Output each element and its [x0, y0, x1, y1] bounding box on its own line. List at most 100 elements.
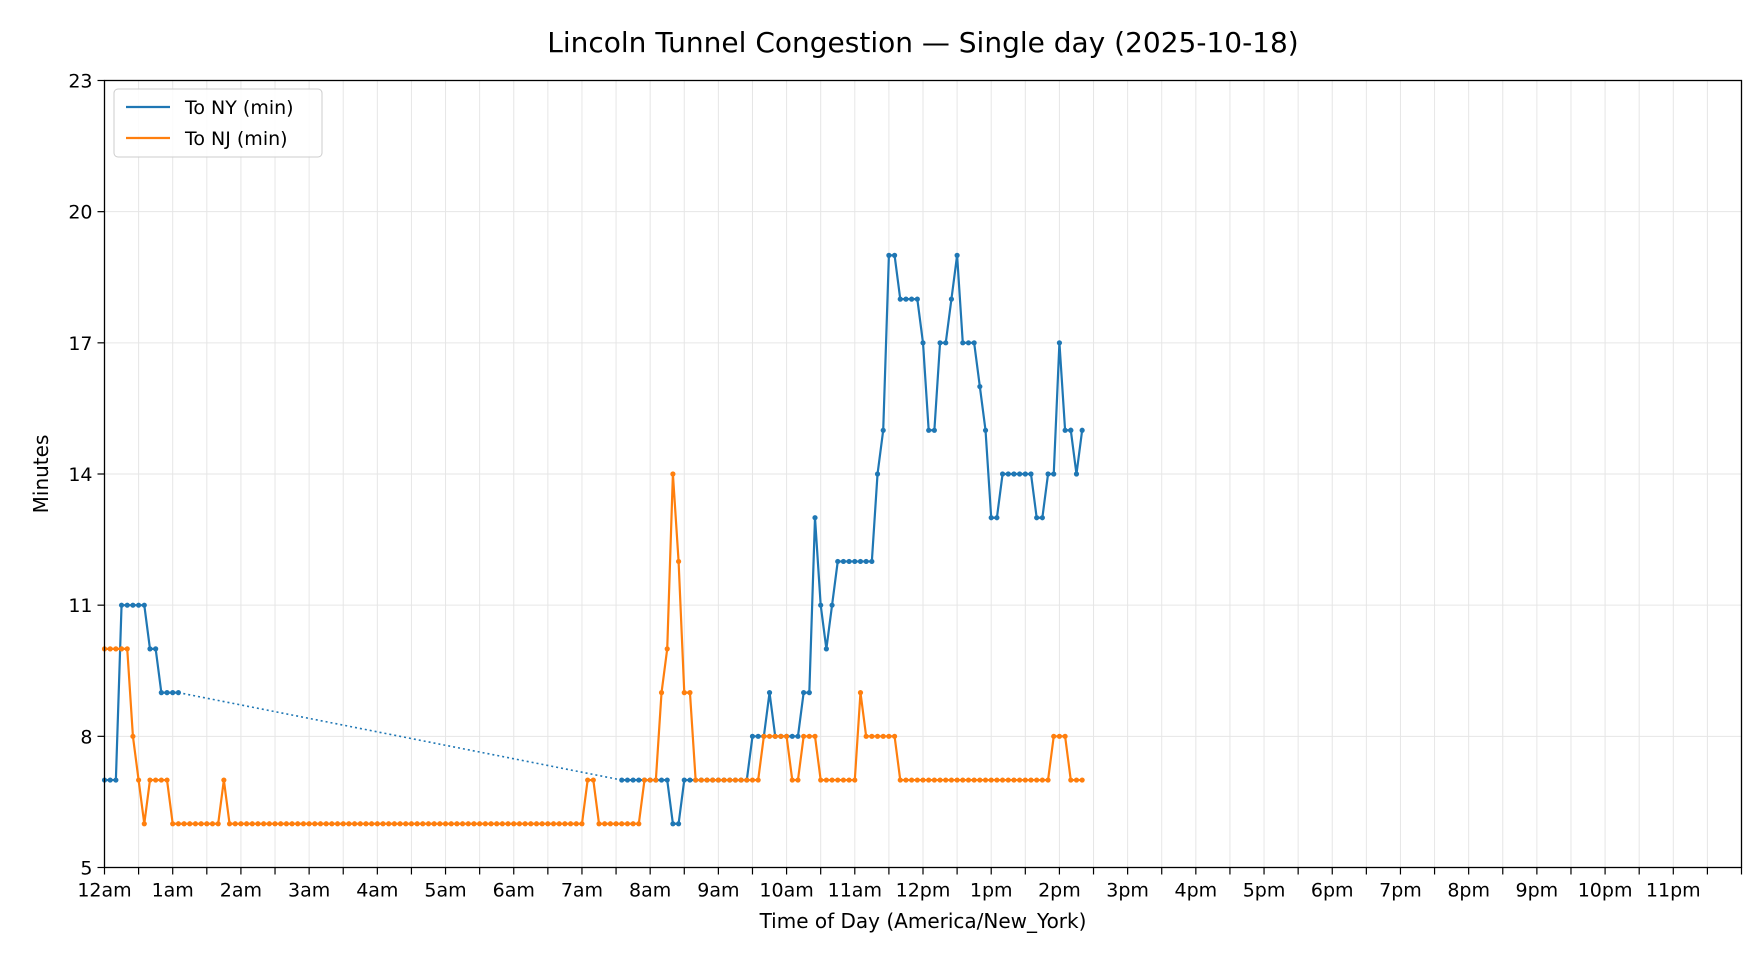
data-point-to-ny	[1022, 471, 1028, 477]
data-point-to-nj	[567, 821, 574, 827]
data-point-to-nj	[727, 777, 733, 783]
data-point-to-nj	[613, 821, 619, 827]
data-point-to-nj	[420, 821, 426, 827]
data-point-to-nj	[164, 777, 170, 783]
data-point-to-nj	[863, 733, 869, 739]
data-point-to-ny	[835, 558, 841, 565]
x-tick-label: 11pm	[1646, 880, 1701, 902]
data-point-to-ny	[960, 340, 966, 346]
data-point-to-nj	[698, 777, 704, 783]
data-point-to-nj	[920, 777, 926, 783]
x-tick-label: 6am	[493, 880, 535, 902]
data-point-to-ny	[931, 427, 937, 433]
data-point-to-nj	[658, 690, 665, 696]
data-point-to-ny	[1017, 471, 1023, 477]
data-point-to-nj	[255, 821, 261, 827]
data-point-to-ny	[886, 252, 892, 258]
data-point-to-ny	[965, 340, 972, 346]
data-point-to-nj	[624, 821, 631, 827]
data-point-to-nj	[516, 821, 523, 827]
data-point-to-ny	[937, 340, 943, 346]
data-point-to-nj	[539, 821, 545, 827]
data-point-to-nj	[232, 821, 238, 827]
data-point-to-nj	[175, 821, 181, 827]
data-point-to-ny	[619, 777, 625, 783]
data-point-to-ny	[801, 690, 807, 696]
data-point-to-ny	[1056, 340, 1063, 346]
data-point-to-nj	[670, 471, 676, 477]
data-point-to-ny	[1005, 471, 1011, 477]
data-point-to-nj	[323, 821, 329, 827]
data-point-to-nj	[238, 821, 244, 827]
data-point-to-nj	[772, 733, 778, 739]
data-point-to-nj	[914, 777, 920, 783]
data-point-to-ny	[636, 777, 642, 783]
data-point-to-nj	[852, 777, 858, 783]
data-point-to-nj	[1056, 733, 1063, 739]
data-point-to-ny	[914, 296, 920, 302]
data-point-to-nj	[499, 821, 505, 827]
data-point-to-ny	[863, 558, 869, 565]
data-point-to-nj	[693, 777, 699, 783]
data-point-to-nj	[454, 821, 460, 827]
x-tick-label: 2pm	[1038, 880, 1081, 902]
x-tick-label: 10am	[759, 880, 813, 902]
data-point-to-nj	[783, 733, 790, 739]
data-point-to-nj	[363, 821, 369, 827]
data-point-to-nj	[187, 821, 193, 827]
x-tick-label: 12am	[77, 880, 131, 902]
data-point-to-nj	[550, 821, 557, 827]
data-point-to-ny	[1034, 515, 1040, 521]
data-point-to-nj	[130, 733, 136, 739]
data-point-to-nj	[181, 821, 187, 827]
data-point-to-ny	[130, 602, 136, 608]
data-point-to-ny	[675, 821, 682, 827]
data-point-to-ny	[670, 821, 676, 827]
data-point-to-nj	[641, 777, 648, 783]
data-point-to-nj	[988, 777, 994, 783]
data-point-to-nj	[408, 821, 415, 827]
data-point-to-nj	[1039, 777, 1045, 783]
data-point-to-nj	[954, 777, 960, 783]
data-point-to-nj	[801, 733, 807, 739]
legend: To NY (min) To NJ (min)	[113, 88, 323, 158]
data-point-to-ny	[829, 602, 835, 608]
data-point-to-nj	[522, 821, 528, 827]
data-point-to-nj	[261, 821, 267, 827]
data-point-to-ny	[857, 558, 864, 565]
data-point-to-nj	[1034, 777, 1040, 783]
data-point-to-nj	[437, 821, 443, 827]
data-point-to-nj	[590, 777, 596, 783]
data-point-to-nj	[204, 821, 210, 827]
data-point-to-nj	[170, 821, 176, 827]
data-point-to-nj	[477, 821, 483, 827]
data-point-to-nj	[221, 777, 227, 783]
data-point-to-nj	[704, 777, 710, 783]
data-point-to-nj	[721, 777, 727, 783]
data-point-to-nj	[607, 821, 613, 827]
data-point-to-nj	[766, 733, 773, 739]
data-point-to-nj	[653, 777, 659, 783]
y-tick-label: 20	[68, 202, 92, 224]
data-point-to-nj	[869, 733, 875, 739]
data-point-to-nj	[244, 821, 250, 827]
x-tick-label: 11am	[828, 880, 882, 902]
data-point-to-ny	[909, 296, 915, 302]
data-point-to-nj	[994, 777, 1000, 783]
y-tick-label: 14	[68, 464, 92, 486]
data-point-to-nj	[681, 690, 687, 696]
data-point-to-ny	[107, 777, 113, 783]
data-point-to-nj	[1022, 777, 1028, 783]
data-point-to-nj	[846, 777, 852, 783]
legend-label-to-ny: To NY (min)	[184, 97, 294, 119]
data-point-to-nj	[494, 821, 500, 827]
data-point-to-ny	[954, 252, 960, 258]
data-point-to-ny	[852, 558, 858, 565]
data-point-to-nj	[1045, 777, 1051, 783]
data-point-to-nj	[386, 821, 392, 827]
data-point-to-nj	[897, 777, 903, 783]
x-tick-label: 9am	[697, 880, 739, 902]
series-to-nj	[101, 471, 1085, 827]
data-point-to-nj	[113, 646, 119, 652]
data-point-to-ny	[658, 777, 665, 783]
